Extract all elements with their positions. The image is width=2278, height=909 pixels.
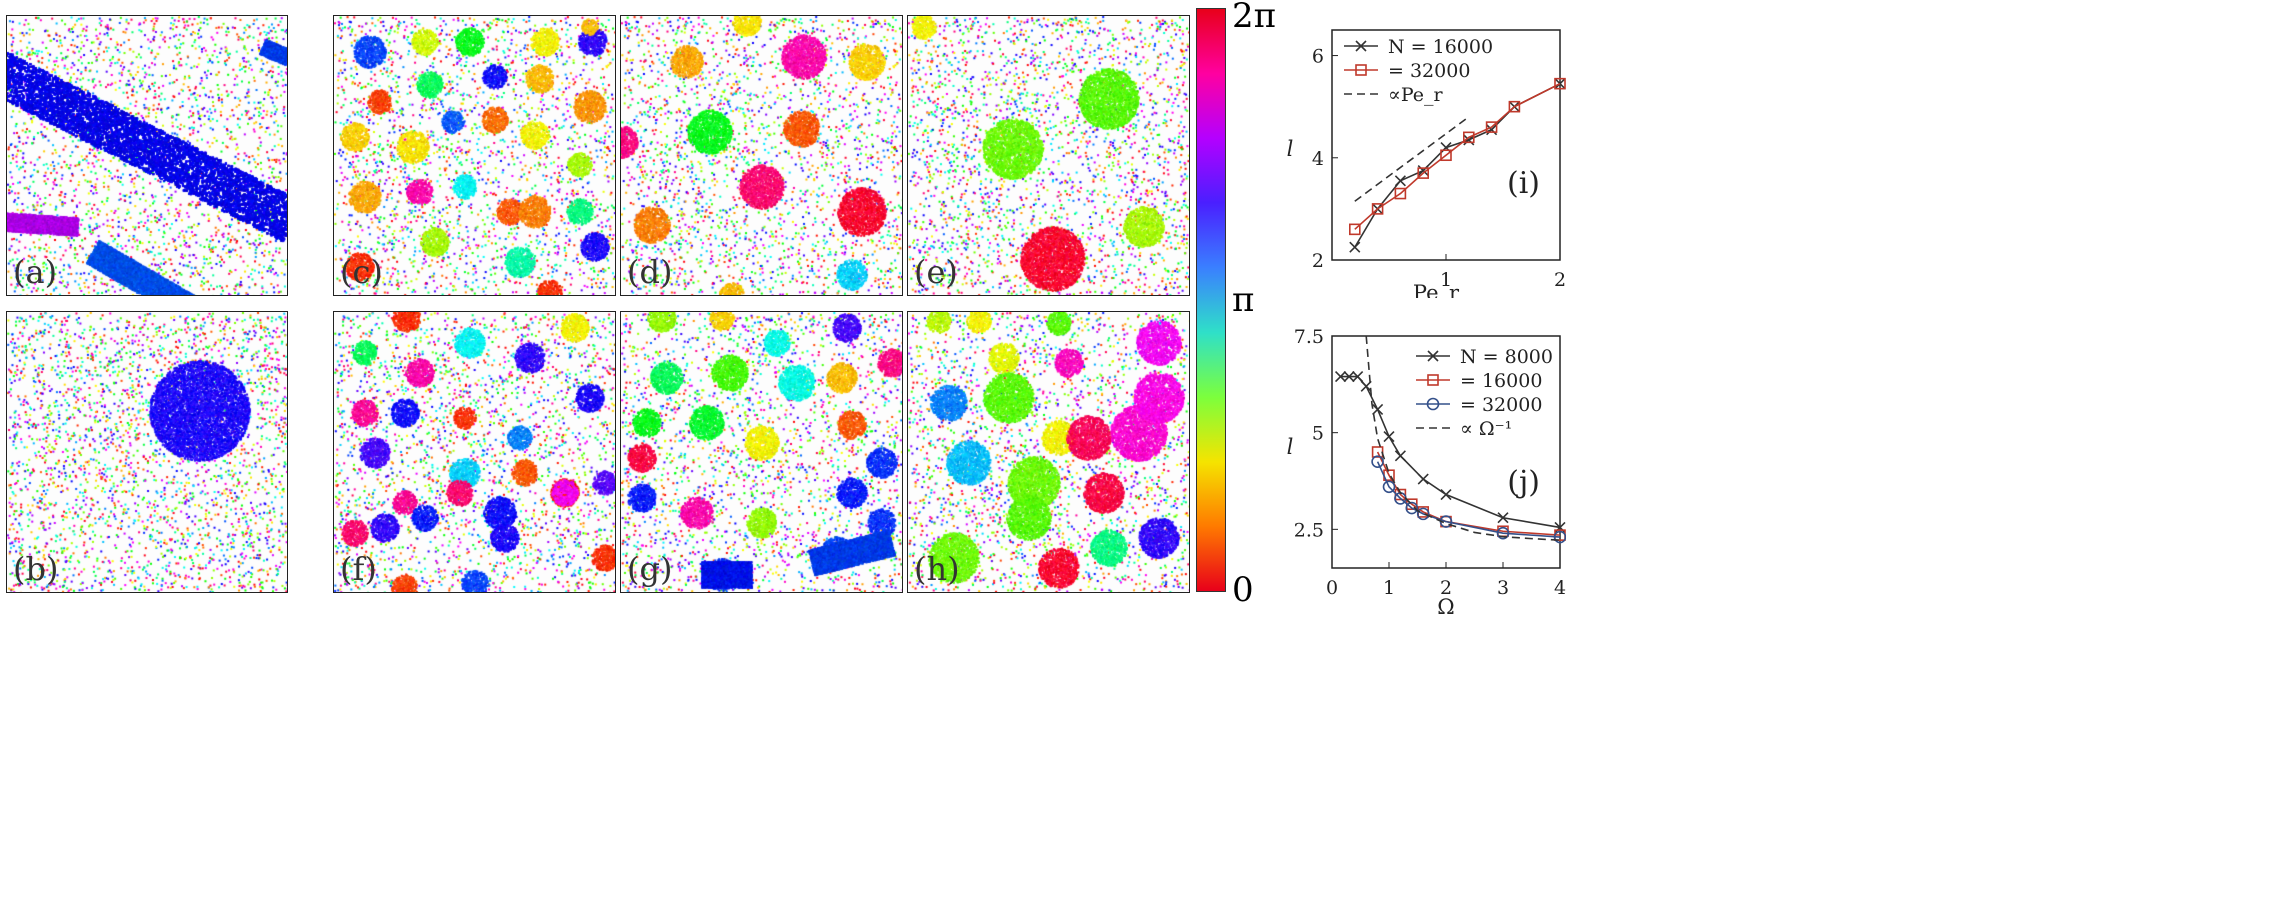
data-point bbox=[1417, 473, 1429, 485]
panel-g-label: (g) bbox=[627, 550, 673, 588]
colorbar-tick-2pi: 2π bbox=[1232, 0, 1276, 36]
data-point bbox=[1440, 141, 1452, 154]
data-point bbox=[1382, 480, 1396, 494]
data-point bbox=[1394, 488, 1407, 501]
panel-a: (a) bbox=[6, 15, 288, 296]
legend-entry: = 16000 bbox=[1460, 370, 1542, 392]
x-tick-label: 1 bbox=[1383, 577, 1395, 599]
panel-d: (d) bbox=[620, 15, 903, 296]
data-point bbox=[1486, 124, 1498, 136]
data-point bbox=[1508, 100, 1521, 113]
data-point bbox=[1349, 241, 1361, 253]
data-point bbox=[1405, 501, 1419, 515]
y-axis-label: l bbox=[1287, 435, 1294, 459]
panel-h-canvas bbox=[908, 312, 1189, 592]
data-point bbox=[1383, 430, 1395, 443]
panel-b-label: (b) bbox=[13, 550, 59, 588]
panel-e-label: (e) bbox=[914, 253, 958, 291]
data-point bbox=[1355, 40, 1367, 52]
series-line bbox=[1354, 82, 1561, 230]
data-point bbox=[1394, 175, 1406, 187]
legend-entry: ∝Pe_r bbox=[1388, 84, 1444, 106]
series-line bbox=[1365, 335, 1561, 541]
panel-e-canvas bbox=[908, 16, 1189, 295]
data-point bbox=[1463, 131, 1475, 144]
panel-g: (g) bbox=[620, 311, 903, 593]
panel-f: (f) bbox=[333, 311, 616, 593]
panel-b: (b) bbox=[6, 311, 288, 593]
y-tick-label: 2.5 bbox=[1294, 519, 1324, 541]
panel-c-canvas bbox=[334, 16, 615, 295]
panel-f-label: (f) bbox=[340, 550, 377, 588]
panel-h: (h) bbox=[907, 311, 1190, 593]
data-point bbox=[1334, 371, 1347, 383]
legend-entry: ∝ Ω⁻¹ bbox=[1460, 418, 1512, 440]
colorbar-tick-pi: π bbox=[1232, 280, 1255, 320]
data-point bbox=[1553, 530, 1566, 544]
data-point bbox=[1426, 397, 1440, 411]
data-point bbox=[1343, 371, 1355, 383]
panel-c: (c) bbox=[333, 15, 616, 296]
data-point bbox=[1349, 223, 1361, 236]
panel-d-label: (d) bbox=[627, 253, 673, 291]
panel-g-canvas bbox=[621, 312, 902, 592]
x-tick-label: 4 bbox=[1554, 577, 1566, 599]
y-tick-label: 5 bbox=[1312, 423, 1324, 445]
colorbar-tick-0: 0 bbox=[1232, 570, 1254, 610]
data-point bbox=[1440, 488, 1452, 501]
chart-panel-label: (i) bbox=[1507, 166, 1540, 201]
legend-entry: N = 8000 bbox=[1460, 346, 1553, 368]
legend-entry: = 32000 bbox=[1460, 394, 1542, 416]
chart-j: 0 1 2 3 4 2.5 5 7.5 Ωl (j) N = 8000= 16000= 32000∝… bbox=[1287, 326, 1566, 619]
panel-a-label: (a) bbox=[13, 253, 58, 291]
data-point bbox=[1371, 455, 1384, 468]
x-tick-label: 3 bbox=[1497, 577, 1509, 599]
x-tick-label: 1 bbox=[1440, 269, 1452, 291]
panel-d-canvas bbox=[621, 16, 902, 295]
y-axis-label: l bbox=[1287, 137, 1294, 161]
panel-h-label: (h) bbox=[914, 550, 960, 588]
panel-c-label: (c) bbox=[340, 253, 383, 291]
data-point bbox=[1485, 121, 1498, 133]
data-point bbox=[1417, 167, 1429, 179]
panel-f-canvas bbox=[334, 312, 615, 592]
series-line bbox=[1354, 116, 1470, 202]
panel-a-canvas bbox=[7, 16, 287, 295]
y-tick-label: 6 bbox=[1312, 46, 1324, 68]
data-point bbox=[1427, 374, 1439, 386]
data-point bbox=[1496, 526, 1510, 540]
data-point bbox=[1360, 380, 1372, 392]
data-point bbox=[1371, 203, 1384, 215]
data-point bbox=[1417, 164, 1429, 177]
data-point bbox=[1355, 64, 1367, 76]
x-axis-label: Pe_r bbox=[1413, 281, 1460, 298]
data-point bbox=[1372, 403, 1384, 416]
chart-i: 1 2 2 4 6 Pe_r l (i) N = 16000= 32000∝Pe_r bbox=[1287, 29, 1566, 298]
data-point bbox=[1352, 371, 1364, 383]
data-point bbox=[1394, 187, 1407, 200]
y-tick-label: 4 bbox=[1312, 148, 1324, 170]
x-axis-label: Ω bbox=[1437, 595, 1454, 619]
y-tick-label: 7.5 bbox=[1294, 326, 1324, 348]
x-tick-label: 2 bbox=[1440, 577, 1452, 599]
data-point bbox=[1440, 149, 1452, 162]
data-point bbox=[1427, 350, 1439, 362]
phase-colorbar bbox=[1196, 8, 1226, 592]
legend-entry: N = 16000 bbox=[1388, 36, 1493, 58]
y-tick-label: 2 bbox=[1312, 250, 1324, 272]
data-point bbox=[1416, 507, 1430, 521]
data-point bbox=[1554, 77, 1566, 90]
panel-b-canvas bbox=[7, 312, 287, 592]
data-point bbox=[1394, 450, 1406, 462]
x-tick-label: 2 bbox=[1554, 269, 1566, 291]
legend-entry: = 32000 bbox=[1388, 60, 1470, 82]
chart-panel-label: (j) bbox=[1507, 465, 1540, 500]
data-point bbox=[1497, 512, 1509, 524]
panel-e: (e) bbox=[907, 15, 1190, 296]
x-tick-label: 0 bbox=[1326, 577, 1338, 599]
